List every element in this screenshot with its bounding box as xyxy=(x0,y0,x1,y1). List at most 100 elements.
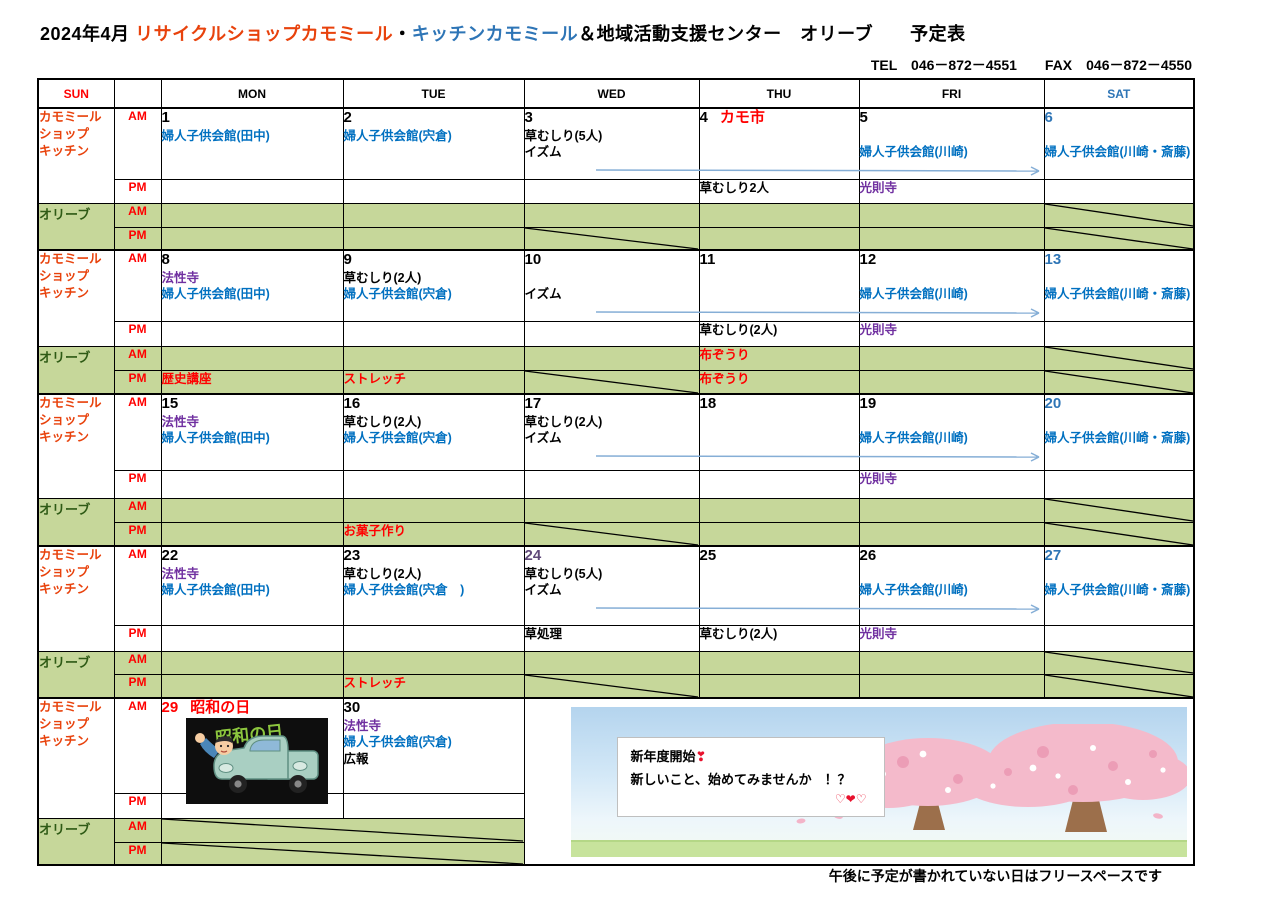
day-number-line: 15 xyxy=(162,395,343,413)
day-number: 9 xyxy=(343,251,352,268)
day-number-line: 1 xyxy=(162,109,343,127)
day-18-pm-cell xyxy=(698,469,860,499)
event-text xyxy=(1045,128,1194,144)
day-number: 13 xyxy=(1044,251,1062,268)
event-text: 婦人子供会館(川崎・斎藤) xyxy=(1044,583,1191,598)
day-4-pm-cell: 草むしり2人 xyxy=(698,178,860,204)
olive-am-cell xyxy=(523,497,700,523)
event-text: 法性寺 xyxy=(161,415,200,429)
olive-pm-cell xyxy=(1043,673,1195,699)
olive-am-cell xyxy=(698,650,860,675)
day-number: 11 xyxy=(699,251,716,268)
event-text: 光則寺 xyxy=(859,626,898,641)
day-number-line: 25 xyxy=(700,547,859,565)
header-thu: THU xyxy=(698,78,860,109)
footer-note: 午後に予定が書かれていない日はフリースペースです xyxy=(828,868,1162,884)
olive-event-text: 歴史講座 xyxy=(161,371,212,386)
pm-label: PM xyxy=(113,369,162,395)
day-1-am-cell: 1 婦人子供会館(田中) xyxy=(160,107,344,180)
day-number: 2 xyxy=(343,109,352,126)
event-text: 草むしり(2人) xyxy=(699,322,778,337)
day-number: 15 xyxy=(161,395,179,412)
event-text: 草むしり(5人) xyxy=(524,129,603,143)
olive-pm-cell xyxy=(1043,226,1195,251)
day-number: 29 xyxy=(161,699,179,716)
am-label: AM xyxy=(113,545,162,626)
day-19-pm-cell: 光則寺 xyxy=(858,469,1045,499)
event-text: 婦人子供会館(田中) xyxy=(161,129,270,143)
day-number: 26 xyxy=(859,547,877,564)
day-13-pm-cell xyxy=(1043,320,1195,347)
day-10-am-cell: 10 イズム xyxy=(523,249,700,322)
event-text: 婦人子供会館(川崎) xyxy=(859,583,968,598)
day-number: 1 xyxy=(161,109,170,126)
day-number-line: 22 xyxy=(162,547,343,565)
olive-am-cell xyxy=(1043,650,1195,675)
event-text: 婦人子供会館(田中) xyxy=(161,431,270,446)
day-5-am-cell: 5 婦人子供会館(川崎) xyxy=(858,107,1045,180)
showa-day-illustration: 昭和の日 xyxy=(185,718,328,804)
olive-am-cell xyxy=(698,202,860,228)
event-text: 草むしり(5人) xyxy=(524,567,603,581)
day-19-am-cell: 19 婦人子供会館(川崎) xyxy=(858,393,1045,471)
title-month: 2024年4月 xyxy=(40,24,130,44)
day-number-line: 30 xyxy=(344,699,524,717)
am-label: AM xyxy=(113,345,162,371)
olive-am-cell xyxy=(858,650,1045,675)
olive-am-cell xyxy=(160,345,344,371)
am-label: AM xyxy=(113,202,162,228)
event-text: 法性寺 xyxy=(161,271,200,285)
day-25-am-cell: 25 xyxy=(698,545,860,626)
event-text: 草処理 xyxy=(524,626,563,641)
new-year-message-box: 新年度開始❣ 新しいこと、始めてみませんか ！？ ♡❤♡ xyxy=(616,737,885,817)
day-12-pm-cell: 光則寺 xyxy=(858,320,1045,347)
week-4-pm-row: PM 草処理 草むしり(2人) 光則寺 xyxy=(38,624,1195,652)
am-label: AM xyxy=(113,650,162,675)
pm-label: PM xyxy=(113,226,162,251)
olive-pm-cell xyxy=(1043,521,1195,547)
am-label: AM xyxy=(113,107,162,180)
header-mon: MON xyxy=(160,78,344,109)
shop-label-line: キッチン xyxy=(39,733,90,748)
week-2-olive-pm-row: PM 歴史講座 ストレッチ 布ぞうり xyxy=(38,369,1195,395)
waving-boy-graphic xyxy=(194,733,233,758)
day-23-pm-cell xyxy=(342,624,525,652)
day-extra-label: カモ市 xyxy=(719,109,765,126)
day-30-pm-cell xyxy=(342,792,525,819)
day-11-pm-cell: 草むしり(2人) xyxy=(698,320,860,347)
olive-event-text: ストレッチ xyxy=(343,371,407,386)
olive-am-cell-merged xyxy=(160,817,525,843)
page-title: 2024年4月 リサイクルショップカモミール・キッチンカモミール＆地域活動支援セ… xyxy=(40,20,966,46)
event-text: 婦人子供会館(川崎) xyxy=(859,431,968,446)
olive-event-text: 布ぞうり xyxy=(699,371,750,386)
event-text: 草むしり(2人) xyxy=(524,415,603,429)
event-text: 光則寺 xyxy=(859,471,898,486)
olive-pm-cell xyxy=(160,521,344,547)
header-row: SUN MON TUE WED THU FRI SAT xyxy=(37,78,1195,109)
day-26-am-cell: 26 婦人子供会館(川崎) xyxy=(858,545,1045,626)
olive-row-label: オリーブ xyxy=(37,817,115,866)
shop-label-line: ショップ xyxy=(39,564,90,579)
event-text: 草むしり(2人) xyxy=(699,626,778,641)
olive-pm-cell xyxy=(858,369,1045,395)
day-number: 24 xyxy=(524,547,542,564)
day-number-line: 23 xyxy=(344,547,524,565)
olive-am-cell: 布ぞうり xyxy=(698,345,860,371)
event-text: 婦人子供会館(川崎・斎藤) xyxy=(1044,287,1191,302)
shop-label-line: キッチン xyxy=(39,143,90,158)
week-4-olive-pm-row: PM ストレッチ xyxy=(38,673,1195,699)
spring-image-cell: 新年度開始❣ 新しいこと、始めてみませんか ！？ ♡❤♡ xyxy=(523,697,1195,866)
header-sat: SAT xyxy=(1043,78,1195,109)
week-1-am-row: カモミール ショップ キッチン AM 1 婦人子供会館(田中) 2 婦人子供会館(宍倉) 3 草む… xyxy=(37,107,1195,204)
event-text: 法性寺 xyxy=(161,567,200,581)
pm-label: PM xyxy=(113,624,162,652)
day-number: 30 xyxy=(343,699,361,716)
day-number-line: 5 xyxy=(860,109,1044,127)
week-2-am-row: カモミール ショップ キッチン AM 8 法性寺 婦人子供会館(田中) 9 草むしり(2人) 婦人… xyxy=(37,249,1195,347)
header-sun: SUN xyxy=(37,78,115,109)
schedule-table: SUN MON TUE WED THU FRI SAT カモミール ショップ キッチン AM 1 婦人子… xyxy=(37,78,1195,866)
event-text: 法性寺 xyxy=(343,719,382,733)
event-text: 草むしり(2人) xyxy=(343,271,422,285)
header-ampm-blank xyxy=(113,78,162,109)
day-16-pm-cell xyxy=(342,469,525,499)
